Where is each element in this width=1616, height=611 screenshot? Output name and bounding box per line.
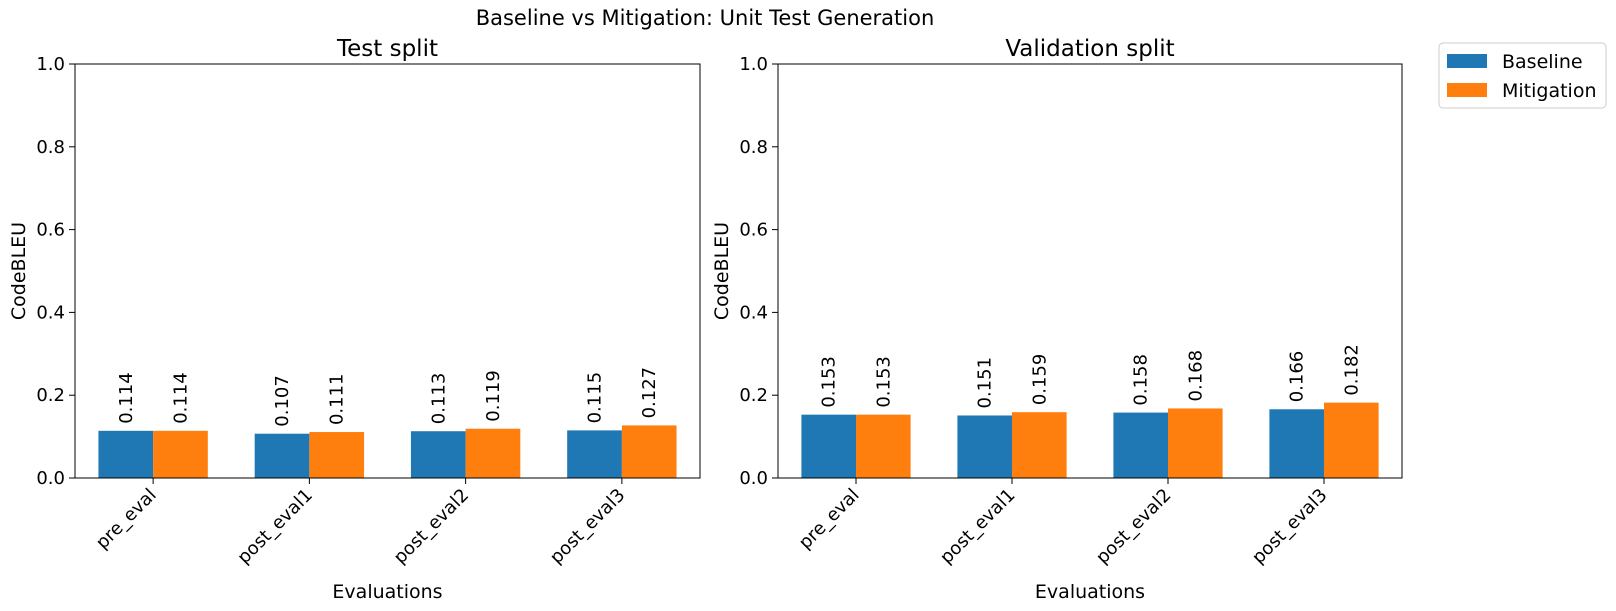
bar-value-label: 0.158 <box>1131 354 1152 406</box>
bar-value-label: 0.114 <box>116 372 137 424</box>
y-axis-label: CodeBLEU <box>711 222 733 320</box>
panel-validation-split: Validation split 0.0 0.2 0.4 0.6 0.8 1.0 0.153 0… <box>711 36 1403 603</box>
bar <box>254 433 310 478</box>
bar-value-label: 0.113 <box>428 373 449 425</box>
x-tick-label: post_eval3 <box>546 485 630 569</box>
legend-label-mitigation: Mitigation <box>1502 80 1597 102</box>
bar-value-label: 0.115 <box>585 372 606 424</box>
subplot-title: Validation split <box>1005 36 1174 62</box>
x-tick-label: post_eval1 <box>233 485 317 569</box>
bar <box>1168 408 1223 478</box>
y-tick-label: 0.2 <box>739 385 768 406</box>
bar <box>801 414 856 478</box>
x-axis-label: Evaluations <box>332 581 442 603</box>
x-tick-label: pre_eval <box>795 485 864 554</box>
x-tick-label: post_eval1 <box>936 485 1020 569</box>
panel-test-split: Test split 0.0 0.2 0.4 0.6 0.8 1.0 0.114 0.114 pr… <box>8 36 701 603</box>
bar <box>153 430 208 478</box>
legend-label-baseline: Baseline <box>1502 51 1583 73</box>
legend-swatch-baseline <box>1447 54 1487 68</box>
bar-value-label: 0.159 <box>1029 354 1050 406</box>
y-tick-label: 0.8 <box>739 137 768 158</box>
plot-frame <box>777 63 1403 479</box>
bar-value-label: 0.151 <box>975 357 996 409</box>
bar-value-label: 0.114 <box>170 372 191 424</box>
bar <box>1324 402 1379 478</box>
x-axis-label: Evaluations <box>1035 581 1145 603</box>
bar-value-label: 0.111 <box>327 374 348 426</box>
y-tick-label: 0.0 <box>739 468 768 489</box>
y-tick-label: 0.0 <box>36 468 65 489</box>
x-tick-label: post_eval2 <box>390 485 474 569</box>
y-tick-label: 1.0 <box>739 54 768 75</box>
bar <box>410 431 466 478</box>
bar <box>856 414 911 478</box>
y-tick-label: 0.4 <box>739 302 768 323</box>
figure-title: Baseline vs Mitigation: Unit Test Genera… <box>476 6 935 30</box>
bar <box>98 430 154 478</box>
plot-frame <box>74 63 701 479</box>
bar-value-label: 0.153 <box>819 356 840 408</box>
x-tick-label: post_eval3 <box>1248 485 1332 569</box>
bar-value-label: 0.182 <box>1341 344 1362 396</box>
bar <box>567 430 622 478</box>
y-tick-label: 0.8 <box>36 137 65 158</box>
bar-value-label: 0.119 <box>483 370 504 422</box>
subplot-title: Test split <box>336 36 438 62</box>
legend-swatch-mitigation <box>1447 83 1487 97</box>
y-tick-label: 0.4 <box>36 302 65 323</box>
bar-value-label: 0.107 <box>272 375 293 427</box>
bar-value-label: 0.166 <box>1287 351 1308 403</box>
bar <box>1269 409 1324 478</box>
y-tick-label: 0.6 <box>36 220 65 241</box>
bar-value-label: 0.168 <box>1185 350 1206 402</box>
bar <box>1012 412 1067 478</box>
bar-value-label: 0.127 <box>639 367 660 419</box>
bar <box>1113 412 1168 478</box>
x-tick-label: post_eval2 <box>1092 485 1176 569</box>
y-tick-label: 0.6 <box>739 220 768 241</box>
bar <box>309 432 365 478</box>
bar <box>957 415 1012 478</box>
bar <box>621 425 677 478</box>
legend: Baseline Mitigation <box>1438 42 1607 109</box>
y-tick-label: 1.0 <box>36 54 65 75</box>
bar <box>465 428 521 478</box>
y-axis-label: CodeBLEU <box>8 222 30 320</box>
bar-value-label: 0.153 <box>873 356 894 408</box>
x-tick-label: pre_eval <box>92 485 161 554</box>
y-tick-label: 0.2 <box>36 385 65 406</box>
